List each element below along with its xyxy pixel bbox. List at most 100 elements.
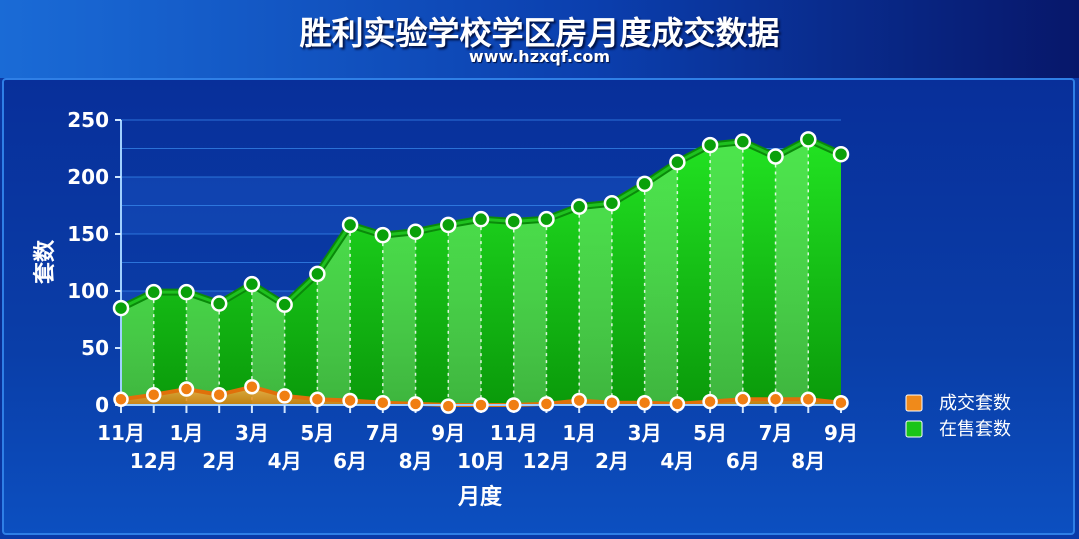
area-segment-highlight xyxy=(710,141,743,405)
data-point-on-sale xyxy=(538,210,555,228)
legend-swatch xyxy=(905,420,923,438)
data-point-sold xyxy=(178,381,195,397)
data-point-sold xyxy=(440,398,457,414)
x-tick-label: 1月 xyxy=(562,421,596,445)
data-point-on-sale xyxy=(767,148,784,165)
data-point-on-sale xyxy=(407,223,424,240)
data-point-on-sale xyxy=(832,145,850,163)
x-tick-label: 8月 xyxy=(791,449,825,473)
data-point-on-sale xyxy=(800,131,817,148)
data-point-on-sale xyxy=(276,296,293,313)
y-tick-label: 100 xyxy=(67,279,109,303)
x-tick-label: 9月 xyxy=(824,421,858,445)
x-tick-label: 6月 xyxy=(726,449,760,473)
x-tick-label: 10月 xyxy=(457,449,505,473)
data-point-sold xyxy=(407,396,424,412)
area-series-sold xyxy=(121,386,841,405)
y-tick-label: 0 xyxy=(95,393,109,417)
data-point-on-sale xyxy=(734,133,752,150)
data-point-sold xyxy=(309,391,326,408)
x-tick-label: 5月 xyxy=(300,421,334,445)
data-point-on-sale xyxy=(701,136,719,154)
data-point-sold xyxy=(669,396,686,412)
x-tick-label: 11月 xyxy=(97,421,145,445)
data-point-on-sale xyxy=(440,216,457,234)
x-tick-label: 12月 xyxy=(523,449,571,473)
y-tick-label: 150 xyxy=(67,222,109,246)
data-point-on-sale xyxy=(178,283,195,301)
data-point-on-sale xyxy=(112,299,130,317)
area-segment-highlight xyxy=(317,224,351,405)
x-tick-label: 5月 xyxy=(693,421,727,445)
data-point-on-sale xyxy=(669,153,686,171)
data-point-on-sale xyxy=(374,226,392,244)
x-tick-label: 8月 xyxy=(399,449,433,473)
chart-subtitle: www.hzxqf.com xyxy=(468,47,611,66)
data-point-on-sale xyxy=(243,275,261,293)
x-tick-label: 2月 xyxy=(595,449,629,473)
data-point-on-sale xyxy=(210,295,228,312)
y-tick-label: 50 xyxy=(81,336,109,360)
data-point-sold xyxy=(342,392,358,409)
data-point-on-sale xyxy=(505,213,522,230)
area-segment-highlight xyxy=(448,219,481,405)
y-axis-title: 套数 xyxy=(32,239,58,284)
data-point-on-sale xyxy=(603,194,621,212)
data-point-sold xyxy=(113,391,129,408)
area-segment-highlight xyxy=(251,284,285,405)
area-segment-highlight xyxy=(121,292,154,405)
axis-layer: 套数 月度 0 50 100 150 200 250 11月 12月 1月 2月 3月 4月 5月 6月 7… xyxy=(32,108,858,510)
x-tick-label: 3月 xyxy=(628,421,662,445)
chart-header: 胜利实验学校学区房月度成交数据 www.hzxqf.com xyxy=(0,0,1079,78)
x-tick-label: 6月 xyxy=(333,449,367,473)
data-point-sold xyxy=(571,392,587,409)
area-segment-highlight xyxy=(579,203,612,405)
data-point-sold xyxy=(833,394,849,411)
y-tick-label: 250 xyxy=(67,108,109,132)
data-point-sold xyxy=(244,379,260,395)
data-point-sold xyxy=(276,388,293,404)
chart-title: 胜利实验学校学区房月度成交数据 xyxy=(299,14,780,52)
data-point-sold xyxy=(375,394,391,411)
data-point-sold xyxy=(702,393,718,410)
marker-layer xyxy=(112,131,850,414)
data-point-on-sale xyxy=(145,283,162,301)
x-tick-label: 7月 xyxy=(759,421,793,445)
data-point-on-sale xyxy=(636,175,653,193)
area-segment-highlight xyxy=(644,162,678,405)
x-tick-label: 11月 xyxy=(490,421,538,445)
data-point-sold xyxy=(767,391,784,408)
data-point-sold xyxy=(636,394,653,411)
legend-label: 在售套数 xyxy=(939,419,1011,440)
legend-label: 成交套数 xyxy=(939,393,1011,414)
data-point-sold xyxy=(604,394,620,411)
x-tick-label: 2月 xyxy=(202,449,236,473)
data-point-sold xyxy=(735,391,751,408)
data-point-sold xyxy=(800,391,817,408)
x-tick-label: 7月 xyxy=(366,421,400,445)
data-point-sold xyxy=(211,386,227,403)
data-point-sold xyxy=(473,397,489,413)
x-tick-label: 4月 xyxy=(660,449,694,473)
x-tick-label: 1月 xyxy=(169,421,203,445)
legend-swatch xyxy=(905,394,923,412)
data-point-sold xyxy=(145,386,162,403)
area-segment-highlight xyxy=(775,139,809,405)
data-point-on-sale xyxy=(472,210,490,228)
data-point-sold xyxy=(505,397,522,413)
area-layer xyxy=(119,135,843,407)
y-tick-label: 200 xyxy=(67,165,109,189)
x-tick-label: 4月 xyxy=(268,449,302,473)
data-point-on-sale xyxy=(341,216,359,234)
data-point-on-sale xyxy=(570,198,588,215)
area-segment-highlight xyxy=(382,231,416,405)
x-tick-label: 9月 xyxy=(431,421,465,445)
data-point-sold xyxy=(538,396,555,412)
area-segment-highlight xyxy=(186,292,220,405)
area-segment-highlight xyxy=(513,219,547,405)
data-point-on-sale xyxy=(309,265,326,283)
x-tick-label: 3月 xyxy=(235,421,269,445)
